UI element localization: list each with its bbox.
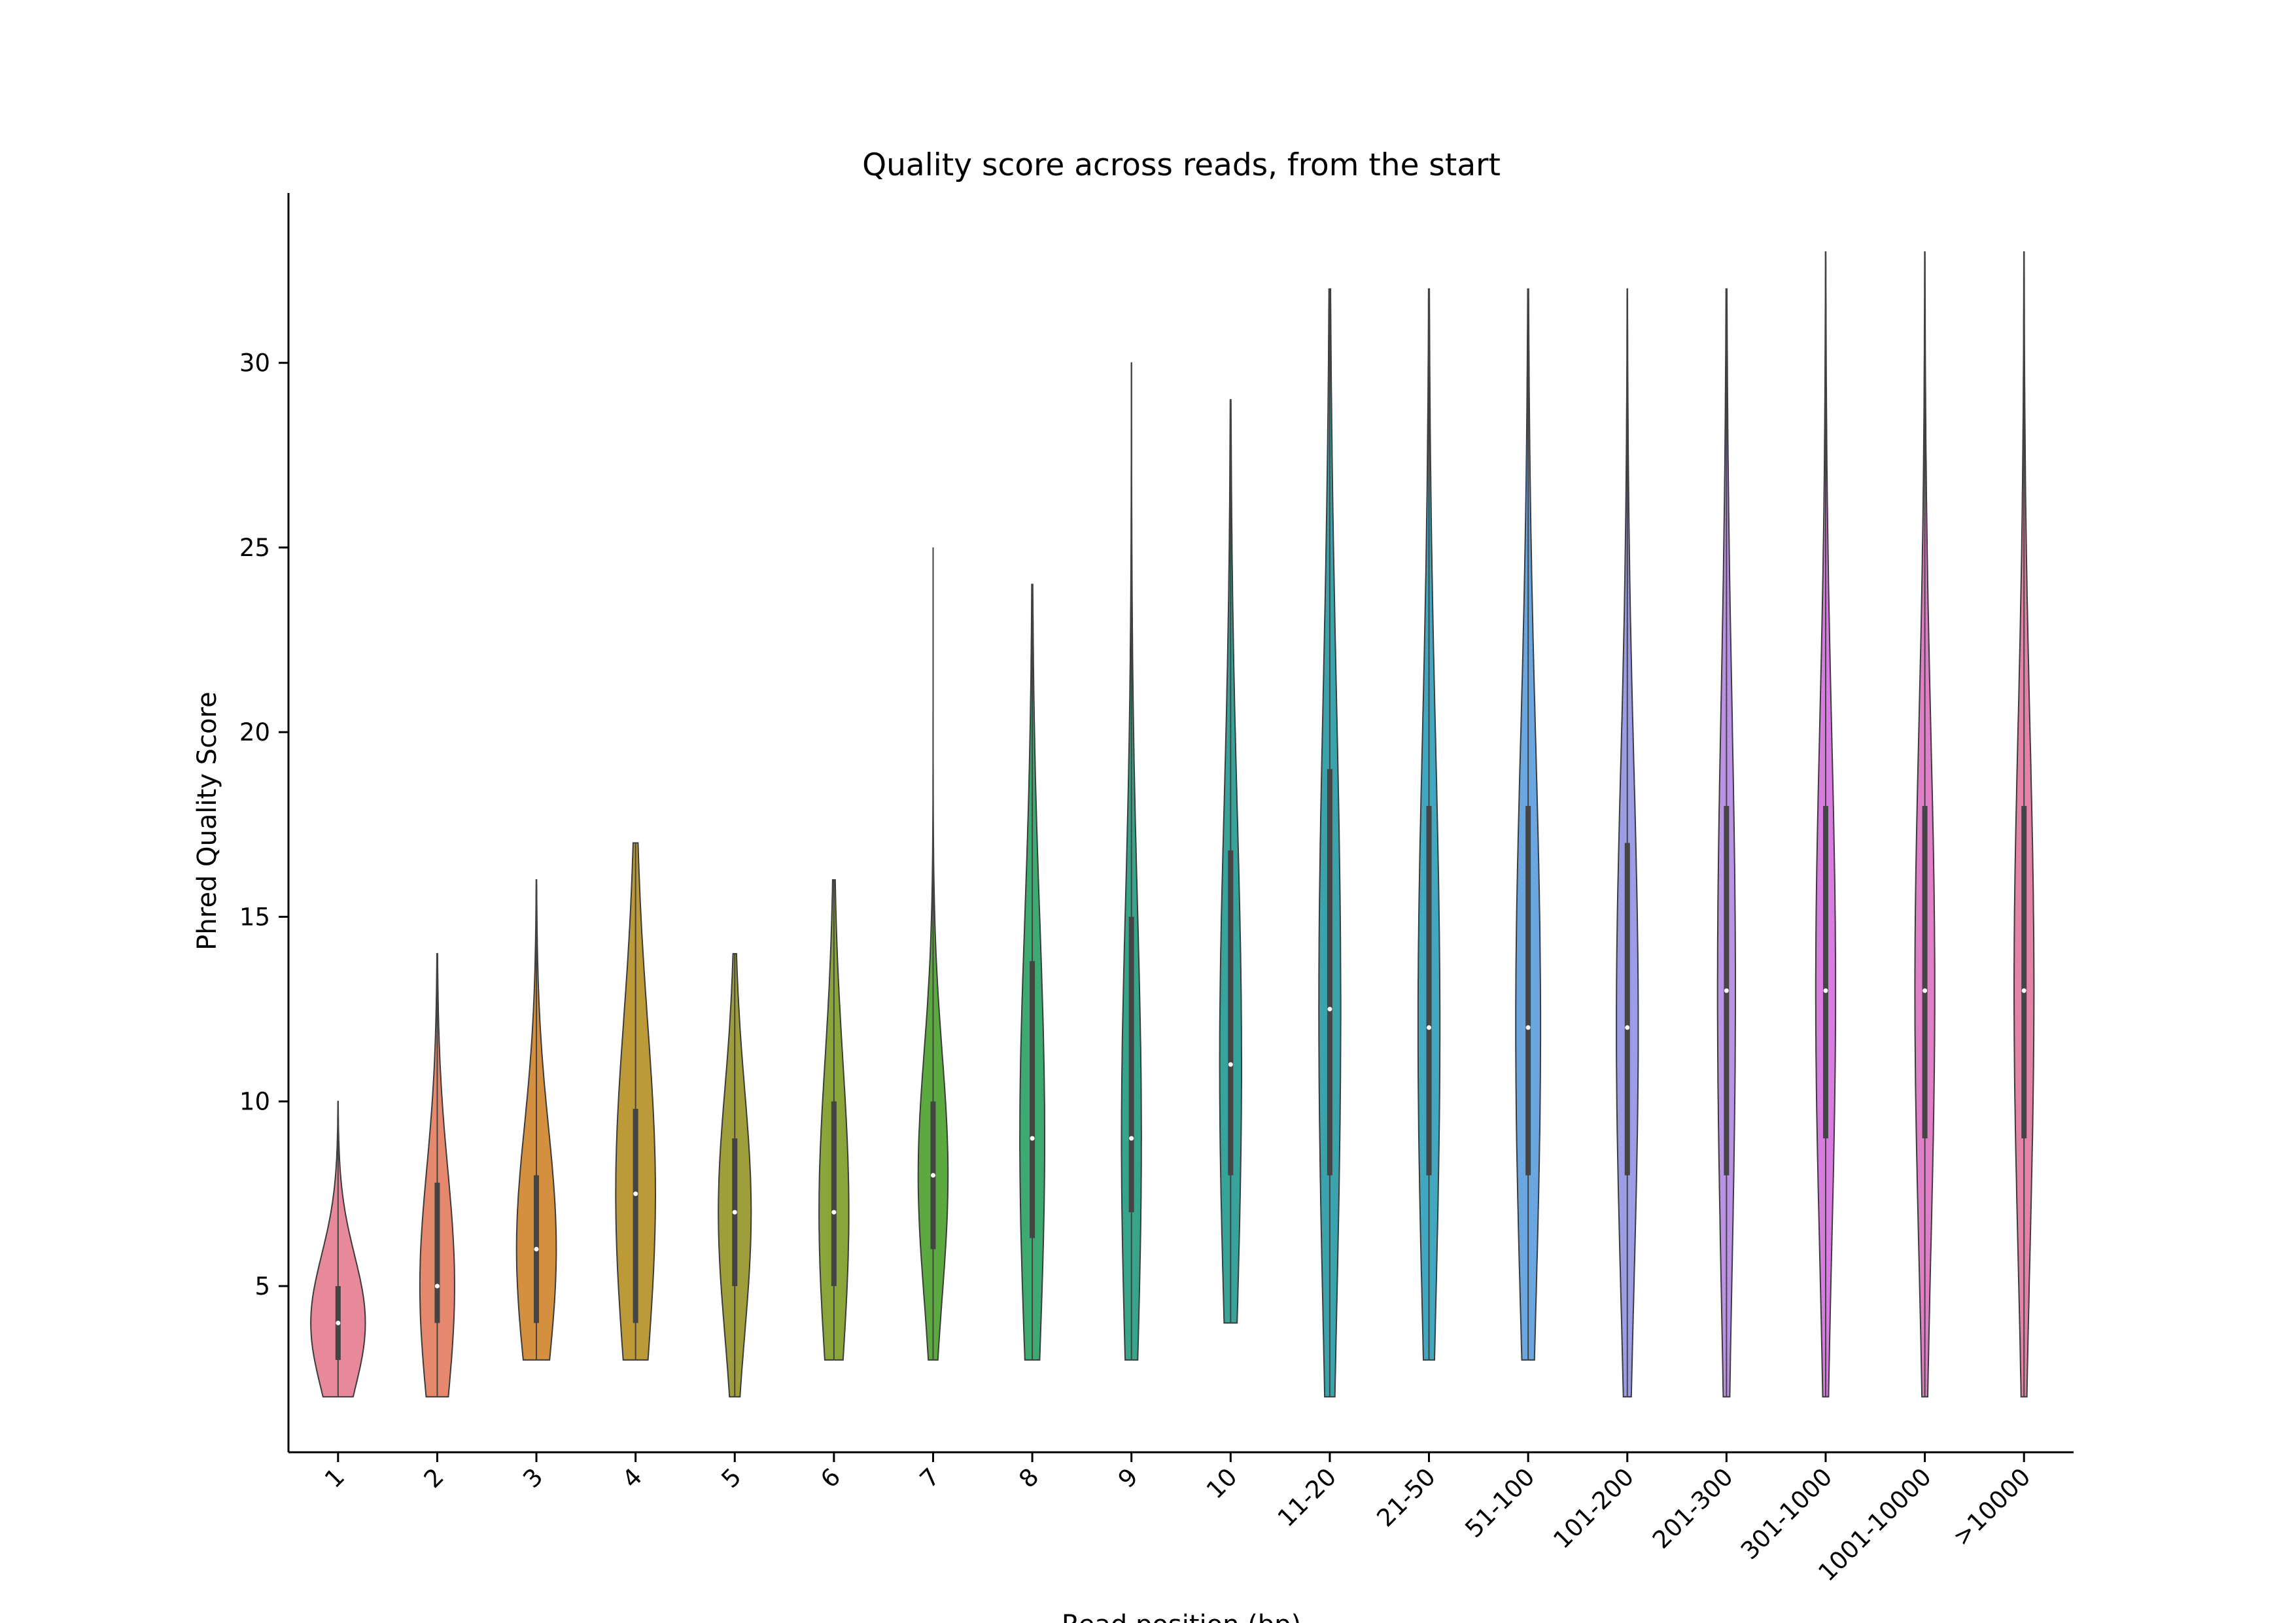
violin-median-point xyxy=(831,1210,837,1215)
violin-iqr-box xyxy=(1822,806,1828,1139)
violin-median-point xyxy=(1327,1007,1332,1012)
x-tick-label: 21-50 xyxy=(1371,1463,1440,1532)
x-tick-label: 51-100 xyxy=(1459,1463,1540,1543)
violin-median-point xyxy=(1823,988,1828,993)
y-tick-label: 25 xyxy=(239,534,270,562)
y-tick-label: 10 xyxy=(239,1088,270,1116)
violin-iqr-box xyxy=(1128,916,1134,1213)
violin-iqr-box xyxy=(1030,961,1035,1238)
x-tick-label: 5 xyxy=(716,1463,747,1493)
violin-median-point xyxy=(1724,988,1729,993)
x-tick-label: 101-200 xyxy=(1548,1463,1639,1554)
violin-group xyxy=(310,251,2035,1398)
violin-median-point xyxy=(336,1320,341,1325)
x-tick-label: 8 xyxy=(1013,1463,1044,1493)
y-tick-label: 15 xyxy=(239,903,270,931)
x-tick-label: 3 xyxy=(517,1463,548,1493)
violin-iqr-box xyxy=(633,1109,638,1323)
y-tick-label: 20 xyxy=(239,718,270,746)
x-tick-label: 301-1000 xyxy=(1735,1463,1837,1565)
violin-median-point xyxy=(930,1173,935,1178)
x-tick-label: 4 xyxy=(617,1463,648,1493)
violin-iqr-box xyxy=(2021,806,2027,1139)
violin-median-point xyxy=(1427,1025,1432,1030)
x-tick-label: 2 xyxy=(419,1463,449,1493)
violin-median-point xyxy=(434,1283,440,1289)
violin-median-point xyxy=(1129,1136,1134,1141)
violin-median-point xyxy=(1228,1062,1233,1067)
violin-median-point xyxy=(1030,1136,1035,1141)
x-axis-label: Read position (bp) xyxy=(1062,1610,1301,1623)
violin-median-point xyxy=(732,1210,737,1215)
violin-iqr-box xyxy=(1426,806,1432,1176)
x-tick-label: >10000 xyxy=(1947,1463,2036,1552)
x-tick-label: 6 xyxy=(815,1463,846,1493)
violin-iqr-box xyxy=(1228,850,1234,1176)
violin-iqr-box xyxy=(1327,769,1332,1176)
violin-iqr-box xyxy=(1922,806,1928,1139)
violin-median-point xyxy=(633,1191,638,1196)
violin-iqr-box xyxy=(1624,843,1630,1176)
y-tick-label: 5 xyxy=(254,1272,270,1300)
violin-median-point xyxy=(534,1247,539,1252)
x-tick-label: 11-20 xyxy=(1272,1463,1342,1532)
violin-iqr-box xyxy=(831,1101,837,1286)
x-tick-label: 7 xyxy=(914,1463,945,1493)
chart-title: Quality score across reads, from the sta… xyxy=(862,147,1501,183)
violin-median-point xyxy=(1625,1025,1630,1030)
y-tick-label: 30 xyxy=(239,349,270,377)
x-tick-label: 10 xyxy=(1201,1463,1243,1505)
violin-iqr-box xyxy=(1525,806,1531,1176)
violin-median-point xyxy=(2021,988,2026,993)
x-tick-label: 9 xyxy=(1113,1463,1143,1493)
y-axis-label: Phred Quality Score xyxy=(192,691,222,950)
x-tick-label: 1 xyxy=(319,1463,350,1493)
x-tick-label: 201-300 xyxy=(1647,1463,1739,1554)
violin-median-point xyxy=(1922,988,1928,993)
axes: 5 10 15 20 25 30 1 2 3 4 5 6 7 8 9 10 11-20 21-50 51-100 10… xyxy=(239,193,2074,1587)
violin-median-point xyxy=(1525,1025,1531,1030)
violin-iqr-box xyxy=(434,1182,440,1323)
